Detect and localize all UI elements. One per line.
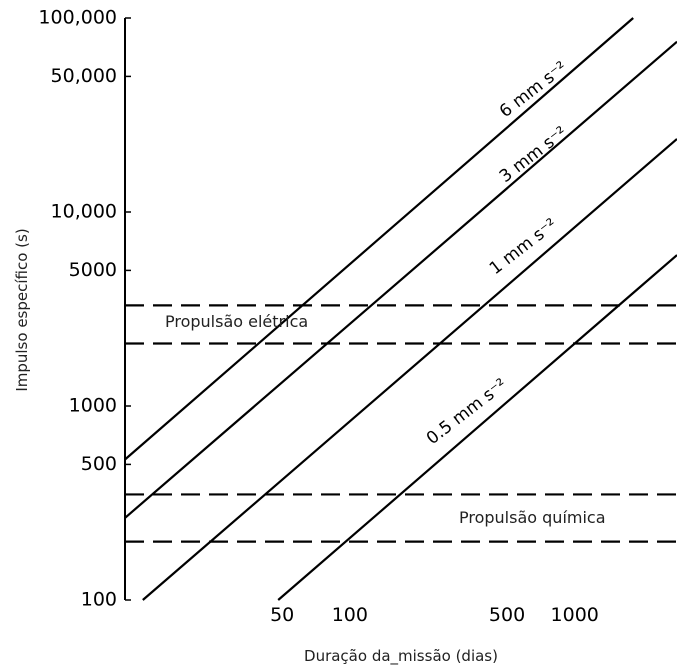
x-tick-label: 50	[270, 604, 294, 626]
x-axis-label: Duração da_missão (dias)	[304, 647, 498, 666]
x-tick-label: 1000	[551, 604, 599, 626]
series-label-3mm: 3 mm s⁻²	[496, 123, 571, 187]
series-label-6mm: 6 mm s⁻²	[496, 58, 571, 122]
y-tick-label: 500	[81, 453, 117, 475]
reference-lines	[125, 304, 677, 543]
tick-labels: 100 500 1000 5000 10,000 50,000 100,000 50 100 50…	[38, 7, 598, 627]
y-tick-label: 50,000	[51, 65, 117, 87]
series-line-1	[124, 40, 677, 519]
series-label-1mm: 1 mm s⁻²	[486, 215, 561, 279]
series-line-2	[142, 138, 677, 601]
x-tick-label: 500	[489, 604, 525, 626]
series-line-0	[124, 17, 634, 461]
y-tick-label: 1000	[69, 395, 117, 417]
y-tick-label: 100	[81, 589, 117, 611]
y-tick-label: 10,000	[51, 201, 117, 223]
y-tick-label: 100,000	[38, 7, 117, 29]
series-lines	[124, 17, 677, 601]
y-axis-label: Impulso específico (s)	[13, 228, 31, 391]
label-electric-propulsion: Propulsão elétrica	[165, 312, 308, 331]
x-tick-label: 100	[332, 604, 368, 626]
series-line-3	[277, 254, 677, 601]
label-chemical-propulsion: Propulsão química	[459, 508, 606, 527]
y-tick-label: 5000	[69, 259, 117, 281]
